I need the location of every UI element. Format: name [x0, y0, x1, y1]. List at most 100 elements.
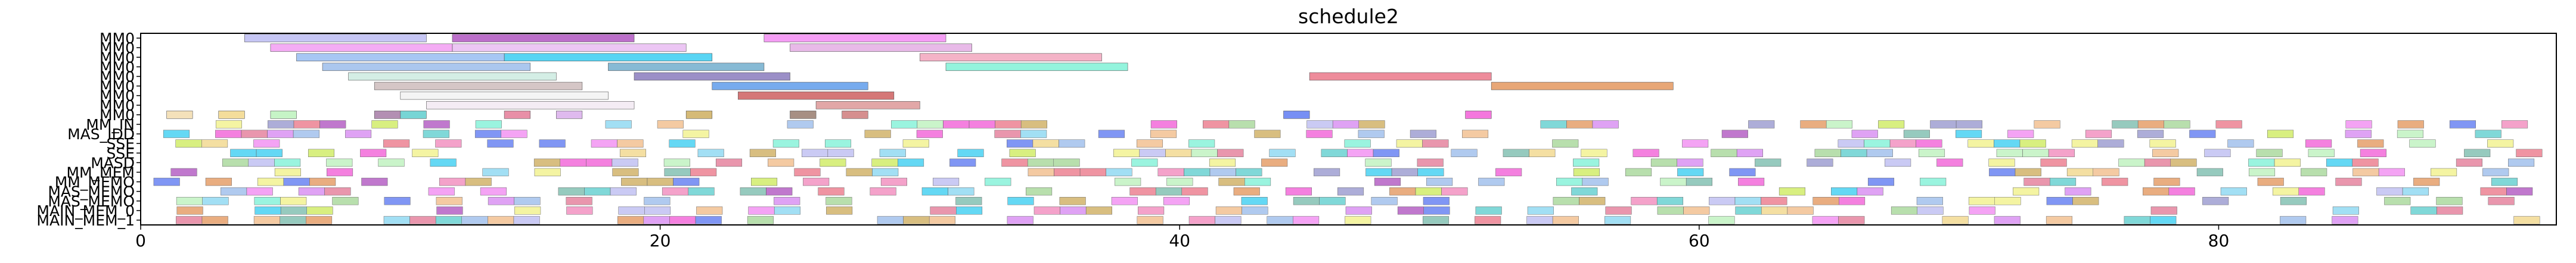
task-bar: [2305, 139, 2332, 148]
task-bar: [2196, 168, 2223, 177]
task-bar: [1831, 187, 1858, 196]
task-bar: [1166, 177, 1193, 186]
task-bar: [1682, 139, 1709, 148]
task-bar: [929, 216, 956, 224]
task-bar: [2202, 197, 2229, 205]
task-bar: [794, 168, 821, 177]
task-bar: [1656, 197, 1684, 205]
task-bar: [1552, 139, 1579, 148]
task-bar: [673, 177, 700, 186]
y-tick-label: MM0: [100, 49, 135, 66]
task-bar: [452, 34, 635, 42]
task-bar: [436, 197, 463, 205]
task-bar: [2023, 177, 2050, 186]
task-bar: [902, 139, 929, 148]
task-bar: [943, 120, 970, 129]
y-tick-label: MM0: [100, 97, 135, 114]
task-bar: [1422, 139, 1449, 148]
y-tick-label: MAS_MEMO: [48, 193, 135, 210]
task-bar: [1582, 177, 1609, 186]
task-bar: [664, 168, 691, 177]
task-bar: [956, 206, 983, 215]
task-bar: [2516, 149, 2543, 157]
task-bar: [2150, 206, 2177, 215]
task-bar: [423, 120, 450, 129]
task-bar: [669, 139, 696, 148]
task-bar: [1812, 197, 1839, 205]
task-bar: [533, 158, 560, 167]
task-bar: [501, 130, 527, 138]
task-bar: [1203, 120, 1230, 129]
task-bar: [2475, 130, 2501, 138]
task-bar: [870, 187, 896, 196]
task-bar: [1738, 177, 1765, 186]
task-bar: [2015, 168, 2041, 177]
task-bar: [1242, 206, 1268, 215]
task-bar: [2046, 216, 2072, 224]
task-bar: [1293, 197, 1320, 205]
task-bar: [2050, 177, 2077, 186]
task-bar: [2248, 168, 2276, 177]
task-bar: [1007, 139, 1033, 148]
task-bar: [1465, 111, 1492, 119]
task-bar: [2409, 139, 2436, 148]
task-bar: [764, 34, 946, 42]
y-tick-label: MM0: [100, 78, 135, 95]
x-tick-label: 60: [1689, 231, 1710, 251]
task-bar: [1686, 177, 1712, 186]
task-bar: [605, 120, 632, 129]
task-bar: [480, 187, 507, 196]
task-bar: [774, 206, 801, 215]
task-bar: [244, 34, 427, 42]
task-bar: [327, 168, 353, 177]
task-bar: [1358, 130, 1385, 138]
task-bar: [1755, 158, 1782, 167]
task-bar: [293, 130, 319, 138]
task-bar: [274, 158, 301, 167]
task-bar: [2071, 139, 2098, 148]
task-bar: [1365, 168, 1392, 177]
task-bar: [1184, 168, 1211, 177]
task-bar: [903, 216, 930, 224]
task-bar: [1579, 197, 1606, 205]
task-bar: [2149, 139, 2176, 148]
task-bar: [2072, 197, 2099, 205]
task-bar: [1891, 206, 1918, 215]
task-bar: [663, 158, 690, 167]
task-bar: [825, 197, 852, 205]
task-bar: [818, 187, 845, 196]
task-bar: [1988, 158, 2015, 167]
task-bar: [1916, 139, 1942, 148]
task-bar: [253, 139, 280, 148]
task-bar: [584, 187, 611, 196]
task-bar: [2488, 197, 2515, 205]
task-bar: [619, 149, 647, 157]
task-bar: [2326, 158, 2353, 167]
task-bar: [248, 158, 275, 167]
task-bar: [205, 177, 232, 186]
task-bar: [1115, 177, 1141, 186]
task-bar: [2066, 168, 2093, 177]
task-bar: [715, 158, 743, 167]
task-bar: [612, 168, 639, 177]
task-bars: [153, 34, 2543, 224]
task-bar: [1244, 177, 1271, 186]
task-bar: [2487, 139, 2514, 148]
task-bar: [891, 120, 918, 129]
task-bar: [2501, 120, 2528, 129]
task-bar: [1007, 197, 1034, 205]
task-bar: [2397, 130, 2423, 138]
task-bar: [1826, 120, 1853, 129]
task-bar: [1721, 130, 1748, 138]
task-bar: [1889, 139, 1916, 148]
task-bar: [488, 197, 514, 205]
task-bar: [241, 130, 268, 138]
chart-title: schedule2: [1298, 5, 1399, 28]
task-bar: [504, 111, 531, 119]
task-bar: [824, 139, 852, 148]
task-bar: [1503, 149, 1529, 157]
task-bar: [1306, 120, 1333, 129]
task-bar: [1841, 149, 1867, 157]
task-bar: [1374, 177, 1401, 186]
task-bar: [1027, 158, 1054, 167]
